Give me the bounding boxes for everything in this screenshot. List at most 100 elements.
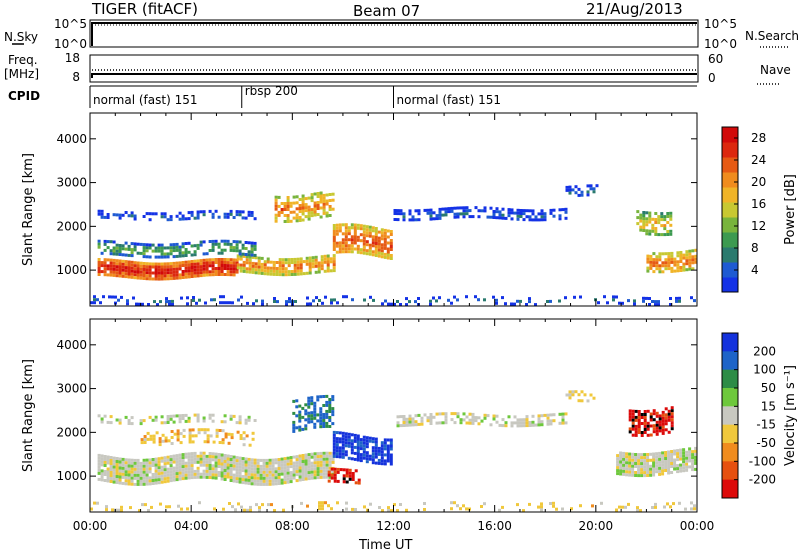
data-cell [691, 453, 695, 457]
data-cell [248, 261, 252, 265]
data-cell [552, 419, 556, 423]
data-cell [130, 416, 134, 420]
data-cell [97, 477, 101, 481]
data-cell [365, 231, 369, 235]
data-cell [175, 270, 179, 274]
data-cell [353, 445, 357, 449]
data-cell [238, 480, 242, 484]
data-cell [178, 462, 182, 466]
data-cell [130, 482, 134, 486]
data-cell [283, 481, 287, 485]
data-cell [286, 480, 290, 484]
data-cell [356, 455, 360, 459]
data-cell [220, 474, 224, 478]
data-cell [333, 467, 337, 471]
data-cell [172, 469, 176, 473]
data-cell [148, 265, 152, 269]
data-cell [247, 463, 251, 467]
data-cell [640, 413, 644, 416]
data-cell [115, 259, 119, 263]
data-cell [631, 433, 635, 437]
data-cell [145, 268, 149, 272]
data-cell [130, 269, 134, 273]
data-cell [283, 208, 287, 211]
data-cell [628, 415, 632, 419]
data-cell [196, 210, 200, 214]
data-cell [386, 229, 390, 233]
data-cell [212, 440, 216, 444]
data-cell [673, 452, 677, 456]
data-cell [564, 421, 568, 425]
data-cell [90, 507, 93, 511]
data-cell [293, 263, 297, 267]
data-cell [622, 457, 626, 461]
data-cell [157, 466, 161, 470]
data-cell [603, 295, 606, 299]
data-cell [154, 418, 158, 422]
data-cell [205, 270, 209, 274]
data-cell [676, 269, 680, 273]
data-cell [667, 412, 671, 416]
data-cell [308, 271, 312, 275]
data-cell [664, 454, 668, 457]
data-cell [199, 274, 203, 278]
data-cell [286, 196, 290, 199]
data-cell [486, 414, 490, 418]
data-cell [272, 260, 276, 264]
data-cell [307, 465, 311, 469]
data-cell [211, 473, 215, 477]
data-cell [320, 255, 324, 259]
data-cell [124, 467, 128, 471]
data-cell [154, 262, 158, 266]
data-cell [414, 209, 418, 213]
data-cell [187, 263, 191, 267]
data-cell [187, 476, 191, 480]
data-cell [115, 213, 119, 217]
data-cell [127, 479, 131, 483]
data-cell [330, 507, 333, 511]
data-cell [184, 242, 188, 245]
data-cell [295, 201, 299, 205]
data-cell [453, 206, 457, 210]
data-cell [332, 266, 336, 270]
data-cell [691, 450, 695, 454]
data-cell [295, 414, 299, 418]
data-cell [310, 420, 314, 424]
data-cell [371, 238, 375, 242]
data-cell [636, 216, 640, 220]
data-cell [286, 214, 290, 217]
data-cell [184, 413, 188, 417]
data-cell [669, 232, 673, 236]
data-cell [319, 425, 323, 429]
data-cell [325, 457, 329, 461]
data-cell [664, 407, 668, 411]
data-cell [214, 258, 218, 261]
data-cell [389, 453, 393, 457]
data-cell [172, 249, 176, 253]
data-cell [325, 415, 329, 419]
data-cell [160, 477, 164, 481]
data-cell [274, 482, 278, 486]
data-cell [308, 262, 312, 266]
data-cell [663, 227, 667, 231]
data-cell [261, 503, 264, 507]
data-cell [217, 270, 221, 273]
data-cell [534, 218, 538, 222]
data-cell [350, 223, 354, 227]
data-cell [221, 438, 225, 442]
data-cell [232, 455, 236, 459]
data-cell [328, 463, 332, 467]
data-cell [540, 218, 544, 222]
data-cell [311, 259, 315, 263]
data-cell [441, 213, 445, 217]
data-cell [344, 435, 348, 439]
data-cell [109, 415, 113, 419]
data-cell [423, 413, 427, 417]
data-cell [561, 208, 565, 212]
data-cell [268, 482, 272, 486]
data-cell [657, 300, 660, 304]
data-cell [383, 234, 387, 238]
data-cell [232, 249, 236, 253]
data-cell [282, 508, 285, 512]
